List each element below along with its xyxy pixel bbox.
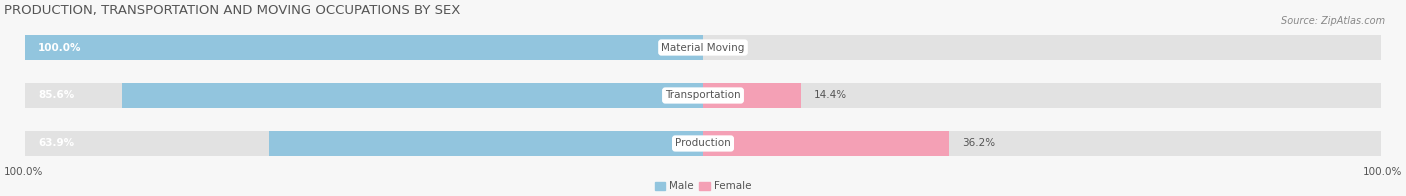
Text: PRODUCTION, TRANSPORTATION AND MOVING OCCUPATIONS BY SEX: PRODUCTION, TRANSPORTATION AND MOVING OC… — [4, 4, 461, 17]
Text: 0.0%: 0.0% — [717, 43, 742, 53]
Bar — [703, 131, 1382, 156]
Text: Source: ZipAtlas.com: Source: ZipAtlas.com — [1281, 16, 1385, 26]
Text: 85.6%: 85.6% — [38, 91, 75, 101]
Bar — [24, 35, 703, 60]
Text: 63.9%: 63.9% — [38, 139, 75, 149]
Bar — [703, 131, 949, 156]
Bar — [270, 131, 703, 156]
Bar — [703, 83, 800, 108]
Text: 100.0%: 100.0% — [4, 167, 44, 177]
Text: 100.0%: 100.0% — [38, 43, 82, 53]
Legend: Male, Female: Male, Female — [655, 181, 751, 191]
Bar — [24, 35, 703, 60]
Text: Transportation: Transportation — [665, 91, 741, 101]
Bar — [703, 35, 1382, 60]
Text: Material Moving: Material Moving — [661, 43, 745, 53]
Bar — [24, 83, 703, 108]
Text: 100.0%: 100.0% — [1362, 167, 1402, 177]
Bar — [703, 83, 1382, 108]
Text: Production: Production — [675, 139, 731, 149]
Text: 14.4%: 14.4% — [814, 91, 848, 101]
Bar — [122, 83, 703, 108]
Bar — [24, 131, 703, 156]
Text: 36.2%: 36.2% — [962, 139, 995, 149]
